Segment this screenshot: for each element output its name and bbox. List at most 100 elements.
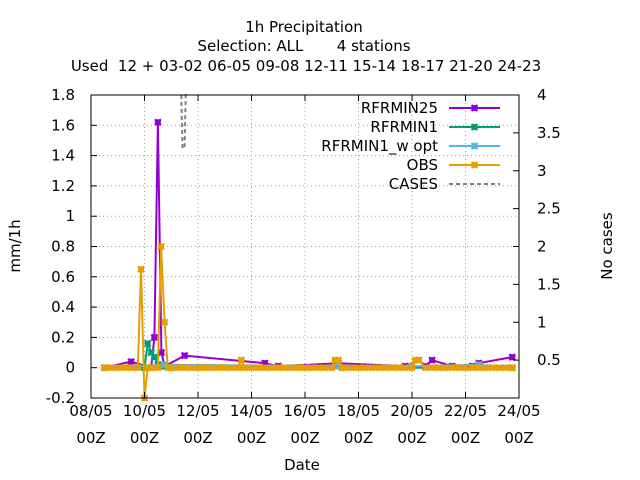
data-point [327, 363, 336, 372]
data-point [157, 348, 166, 357]
data-point [307, 363, 316, 372]
data-point [501, 363, 510, 372]
data-point [154, 118, 162, 127]
legend-label: OBS [407, 156, 438, 174]
x-tick-label: 00Z [290, 429, 319, 447]
data-point [143, 339, 152, 348]
data-point [411, 356, 419, 364]
series-line [104, 246, 513, 399]
data-point [157, 242, 165, 251]
y-tick-label: 0 [65, 359, 75, 377]
data-point [428, 356, 436, 364]
data-point [331, 356, 339, 364]
y-axis-label: mm/1h [6, 219, 24, 272]
data-point [174, 363, 182, 372]
y2-tick-label: 2.5 [537, 200, 561, 218]
data-point [261, 363, 269, 372]
data-point [261, 359, 269, 367]
data-point [180, 363, 189, 372]
data-point [100, 363, 109, 372]
y-tick-label: 1.2 [51, 177, 75, 195]
data-point [241, 363, 249, 372]
x-tick-label: 16/05 [283, 402, 326, 420]
data-point [147, 363, 155, 372]
y2-tick-label: 1.5 [537, 275, 561, 293]
data-point [254, 363, 262, 372]
y2-tick-label: 1 [537, 313, 547, 331]
data-point [180, 351, 189, 360]
data-point [234, 363, 242, 372]
legend-label: RFRMIN1 [370, 118, 438, 136]
data-point [381, 363, 390, 372]
data-point [150, 333, 159, 342]
data-point [167, 363, 176, 372]
data-point [468, 363, 476, 372]
data-point [401, 363, 410, 372]
y2-tick-label: 4 [537, 86, 547, 104]
data-point [470, 123, 479, 131]
data-point [127, 363, 135, 372]
data-point [374, 363, 383, 372]
data-point [470, 104, 479, 112]
data-point [134, 363, 142, 372]
data-point [301, 363, 309, 372]
data-point [187, 363, 196, 372]
data-point [281, 363, 289, 372]
data-point [314, 363, 323, 372]
data-point [361, 363, 369, 372]
y-tick-label: 0.2 [51, 328, 75, 346]
data-point [227, 363, 236, 372]
x-tick-label: 22/05 [444, 402, 487, 420]
y2-tick-label: 0.5 [537, 351, 561, 369]
data-point [207, 363, 216, 372]
legend-label: RFRMIN25 [361, 99, 438, 117]
y2-tick-label: 3.5 [537, 124, 561, 142]
data-point [337, 363, 346, 372]
data-point [421, 363, 430, 372]
data-point [461, 363, 470, 372]
x-tick-label: 00Z [237, 429, 266, 447]
data-point [160, 360, 169, 369]
y-tick-label: 1.8 [51, 86, 75, 104]
y-tick-label: 0.6 [51, 268, 75, 286]
x-tick-label: 00Z [397, 429, 426, 447]
x-tick-label: 00Z [451, 429, 480, 447]
legend-label: RFRMIN1_w opt [321, 137, 438, 156]
data-point [341, 363, 349, 372]
data-point [143, 363, 152, 372]
data-point [150, 353, 159, 361]
data-point [287, 363, 296, 372]
y2-axis-label: No cases [598, 212, 616, 280]
data-point [163, 363, 172, 372]
chart-used-line: Used 12 + 03-02 06-05 09-08 12-11 15-14 … [71, 57, 541, 75]
data-point [160, 318, 169, 327]
data-point [154, 363, 162, 372]
data-point [414, 356, 423, 364]
data-point [495, 363, 503, 372]
data-point [394, 363, 403, 372]
data-point [127, 357, 135, 366]
data-point [113, 363, 122, 372]
data-point [388, 363, 396, 372]
y-tick-label: 0.8 [51, 238, 75, 256]
series-line [180, 94, 188, 149]
data-point [481, 363, 490, 372]
legend-label: CASES [389, 175, 438, 193]
y2-tick-label: 2 [537, 238, 547, 256]
x-tick-label: 08/05 [69, 402, 112, 420]
data-point [455, 363, 463, 372]
data-point [147, 348, 155, 357]
data-point [475, 363, 483, 372]
data-point [194, 363, 202, 372]
x-tick-label: 00Z [183, 429, 212, 447]
data-point [348, 363, 356, 372]
data-point [475, 360, 483, 369]
data-point [267, 363, 276, 372]
y-tick-label: 1.6 [51, 116, 75, 134]
x-tick-label: 12/05 [176, 402, 219, 420]
data-point [321, 363, 329, 372]
x-tick-label: 00Z [76, 429, 105, 447]
data-point [508, 353, 517, 361]
data-point [488, 363, 497, 372]
